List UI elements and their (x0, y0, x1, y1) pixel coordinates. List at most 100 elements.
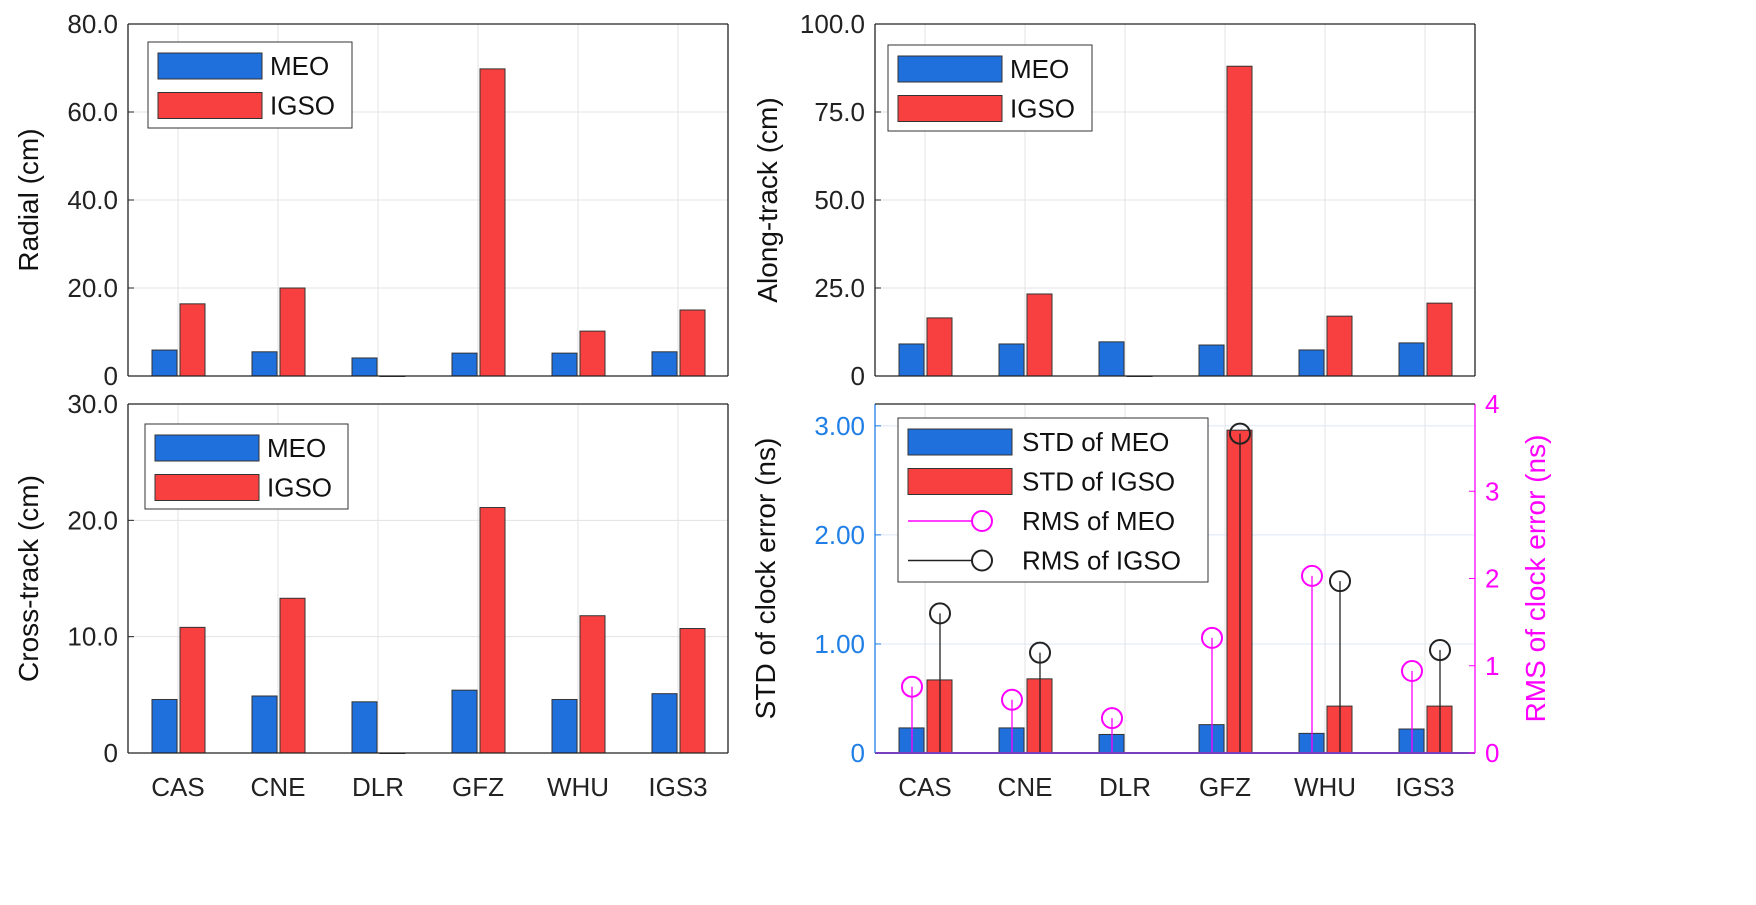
x-tick-label: CAS (151, 772, 204, 802)
y-tick-label: 60.0 (67, 97, 118, 127)
rms-marker-GFZ (1229, 422, 1251, 445)
legend-label: IGSO (270, 91, 335, 121)
meo-bar-CAS (151, 349, 178, 377)
meo-bar-IGS3 (651, 351, 678, 377)
igso-bar-CNE (279, 287, 306, 377)
x-tick-label: WHU (1294, 772, 1356, 802)
legend-label: IGSO (267, 473, 332, 503)
rms-marker-IGS3 (1429, 639, 1451, 662)
legend-label: IGSO (1010, 94, 1075, 124)
x-tick-label: IGS3 (1395, 772, 1454, 802)
igso-bar-CAS (179, 303, 206, 377)
legend-label: MEO (270, 51, 329, 81)
y-right-tick-label: 3 (1485, 476, 1499, 506)
y-tick-label: 20.0 (67, 273, 118, 303)
legend-swatch (157, 92, 263, 119)
igso-bar-WHU (579, 615, 606, 754)
igso-bar-IGS3 (1426, 302, 1453, 377)
y-right-tick-label: 0 (1485, 738, 1499, 768)
igso-bar-IGS3 (679, 309, 706, 377)
x-tick-label: CAS (898, 772, 951, 802)
igso-bar-GFZ (1226, 65, 1253, 377)
meo-bar-CNE (998, 343, 1025, 377)
legend-label: MEO (1010, 54, 1069, 84)
legend: MEO IGSO (887, 44, 1093, 132)
meo-bar-CAS (151, 698, 178, 754)
x-tick-label: CNE (998, 772, 1053, 802)
igso-bar-IGS3 (679, 628, 706, 754)
y-tick-label: 0 (851, 361, 865, 391)
y-right-tick-label: 4 (1485, 389, 1499, 419)
x-tick-label: DLR (1099, 772, 1151, 802)
meo-bar-GFZ (1198, 344, 1225, 377)
y-right-tick-label: 2 (1485, 564, 1499, 594)
meo-bar-CNE (251, 351, 278, 377)
meo-bar-WHU (551, 352, 578, 377)
legend-label: RMS of IGSO (1022, 546, 1181, 576)
rms-marker-GFZ (1201, 626, 1223, 649)
subplot-1: 0 20.0 40.0 60.0 80.0 Radial (cm) MEO IGSO (13, 9, 729, 391)
legend-swatch (157, 52, 263, 80)
y-tick-label: 20.0 (67, 505, 118, 535)
rms-marker-CNE (1029, 641, 1051, 664)
y-tick-label: 3.00 (814, 411, 865, 441)
rms-marker-DLR (1101, 707, 1123, 730)
meo-bar-CAS (898, 343, 925, 377)
y-tick-label: 10.0 (67, 622, 118, 652)
y-tick-label: 0 (851, 738, 865, 768)
meo-bar-CNE (251, 695, 278, 754)
meo-bar-IGS3 (1398, 342, 1425, 377)
meo-bar-IGS3 (651, 693, 678, 754)
igso-bar-GFZ (479, 68, 506, 377)
legend-label: STD of MEO (1022, 427, 1169, 457)
x-tick-label: CNE (251, 772, 306, 802)
y-tick-label: 1.00 (814, 629, 865, 659)
x-tick-label: WHU (547, 772, 609, 802)
igso-bar-WHU (1326, 315, 1353, 377)
legend-label: RMS of MEO (1022, 506, 1175, 536)
legend-label: MEO (267, 433, 326, 463)
y-right-tick-label: 1 (1485, 651, 1499, 681)
meo-bar-GFZ (451, 689, 478, 754)
y-tick-label: 40.0 (67, 185, 118, 215)
rms-marker-WHU (1329, 570, 1351, 593)
igso-bar-CAS (179, 626, 206, 754)
igso-bar-WHU (579, 330, 606, 377)
x-tick-label: GFZ (1199, 772, 1251, 802)
y-axis-label: Radial (cm) (13, 128, 44, 271)
rms-marker-CNE (1001, 688, 1023, 711)
legend-swatch (897, 55, 1003, 83)
legend-swatch (907, 468, 1013, 495)
y-tick-label: 80.0 (67, 9, 118, 39)
igso-bar-CNE (279, 597, 306, 754)
subplot-4: 0 1.00 2.00 3.00 0 1 2 3 4 RMS of clock error (ns… (750, 389, 1551, 802)
y-tick-label: 0 (104, 738, 118, 768)
y-axis-label: Along-track (cm) (752, 97, 783, 302)
igso-bar-CNE (1026, 293, 1053, 377)
rms-marker-CAS (929, 602, 951, 625)
meo-bar-WHU (1298, 349, 1325, 377)
igso-bar-GFZ (479, 507, 506, 754)
legend: MEO IGSO (147, 41, 353, 129)
y-tick-label: 25.0 (814, 273, 865, 303)
meo-bar-WHU (551, 698, 578, 754)
y-axis-label: Cross-track (cm) (13, 475, 44, 682)
legend: MEO IGSO (144, 423, 349, 510)
meo-bar-DLR (351, 357, 378, 377)
y-axis-label: STD of clock error (ns) (750, 438, 781, 720)
rms-marker-IGS3 (1401, 659, 1423, 682)
y-tick-label: 75.0 (814, 97, 865, 127)
y-right-axis-label: RMS of clock error (ns) (1520, 435, 1551, 723)
y-tick-label: 0 (104, 361, 118, 391)
x-tick-label: IGS3 (648, 772, 707, 802)
y-tick-label: 2.00 (814, 520, 865, 550)
igso-bar-CAS (926, 317, 953, 377)
x-tick-label: GFZ (452, 772, 504, 802)
legend-swatch (897, 95, 1003, 122)
y-tick-label: 50.0 (814, 185, 865, 215)
subplot-3: 0 10.0 20.0 30.0 CAS CNE DLR GFZ WHU IGS3 Cross-tr… (13, 389, 729, 802)
rms-marker-WHU (1301, 564, 1323, 587)
subplot-2: 0 25.0 50.0 75.0 100.0 Along-track (cm) MEO IGS… (752, 9, 1476, 391)
rms-marker-CAS (901, 675, 923, 698)
